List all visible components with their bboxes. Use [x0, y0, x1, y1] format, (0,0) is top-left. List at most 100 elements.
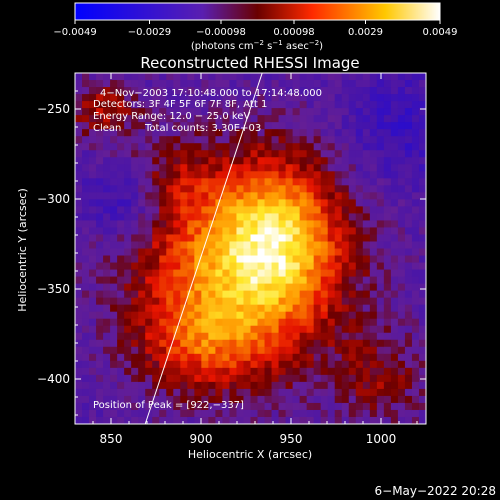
heatmap-cell — [145, 171, 153, 179]
heatmap-cell — [159, 227, 167, 235]
heatmap-cell — [327, 416, 336, 424]
heatmap-cell — [243, 206, 251, 214]
heatmap-cell — [341, 199, 350, 207]
heatmap-cell — [243, 150, 251, 158]
heatmap-cell — [271, 325, 280, 334]
heatmap-cell — [131, 283, 139, 292]
heatmap-cell — [166, 220, 174, 228]
heatmap-cell — [159, 332, 167, 341]
heatmap-cell — [187, 276, 195, 285]
heatmap-cell — [355, 101, 364, 109]
heatmap-cell — [236, 241, 244, 249]
heatmap-cell — [180, 164, 188, 172]
heatmap-cell — [208, 101, 216, 109]
heatmap-cell — [299, 164, 308, 172]
heatmap-cell — [264, 367, 273, 376]
heatmap-cell — [236, 276, 244, 285]
heatmap-cell — [250, 353, 259, 362]
heatmap-cell — [334, 346, 343, 355]
heatmap-cell — [159, 178, 167, 186]
heatmap-cell — [418, 213, 426, 221]
heatmap-cell — [82, 227, 90, 235]
heatmap-cell — [404, 325, 413, 334]
heatmap-cell — [243, 129, 251, 137]
heatmap-cell — [355, 325, 364, 334]
heatmap-cell — [362, 360, 371, 369]
heatmap-cell — [103, 108, 111, 116]
heatmap-cell — [376, 332, 385, 341]
heatmap-cell — [355, 346, 364, 355]
heatmap-cell — [250, 73, 259, 81]
heatmap-cell — [404, 199, 413, 207]
heatmap-cell — [243, 164, 251, 172]
heatmap-cell — [229, 416, 237, 424]
heatmap-cell — [292, 150, 301, 158]
heatmap-cell — [257, 416, 266, 424]
heatmap-cell — [320, 108, 329, 116]
heatmap-cell — [348, 290, 357, 299]
heatmap-cell — [201, 388, 209, 397]
heatmap-cell — [348, 339, 357, 348]
annotation-time-range: 4−Nov−2003 17:10:48.000 to 17:14:48.000 — [100, 88, 322, 99]
heatmap-cell — [89, 87, 97, 95]
heatmap-cell — [369, 290, 378, 299]
heatmap-cell — [250, 346, 259, 355]
heatmap-cell — [334, 416, 343, 424]
heatmap-cell — [369, 150, 378, 158]
heatmap-cell — [271, 108, 280, 116]
heatmap-cell — [292, 339, 301, 348]
heatmap-cell — [124, 227, 132, 235]
heatmap-cell — [397, 80, 406, 88]
heatmap-cell — [313, 311, 322, 320]
heatmap-cell — [355, 416, 364, 424]
heatmap-cell — [250, 115, 259, 123]
heatmap-cell — [194, 213, 202, 221]
heatmap-cell — [117, 318, 125, 327]
heatmap-cell — [110, 339, 118, 348]
heatmap-cell — [348, 325, 357, 334]
heatmap-cell — [117, 234, 125, 242]
heatmap-cell — [208, 206, 216, 214]
heatmap-cell — [124, 115, 132, 123]
heatmap-cell — [236, 374, 244, 383]
heatmap-cell — [229, 87, 237, 95]
heatmap-cell — [96, 290, 104, 299]
heatmap-cell — [369, 388, 378, 397]
heatmap-cell — [327, 318, 336, 327]
heatmap-cell — [264, 143, 273, 151]
heatmap-cell — [313, 87, 322, 95]
heatmap-cell — [418, 136, 426, 144]
heatmap-cell — [243, 248, 251, 257]
heatmap-cell — [306, 94, 315, 102]
heatmap-cell — [334, 241, 343, 249]
heatmap-cell — [299, 129, 308, 137]
heatmap-cell — [103, 283, 111, 292]
heatmap-cell — [124, 374, 132, 383]
heatmap-cell — [229, 220, 237, 228]
heatmap-cell — [362, 248, 371, 257]
heatmap-cell — [145, 311, 153, 320]
heatmap-cell — [236, 381, 244, 390]
heatmap-cell — [222, 346, 230, 355]
heatmap-cell — [327, 353, 336, 362]
heatmap-cell — [383, 150, 392, 158]
heatmap-cell — [222, 395, 230, 404]
heatmap-cell — [187, 206, 195, 214]
heatmap-cell — [271, 73, 280, 81]
heatmap-cell — [250, 171, 259, 179]
heatmap-cell — [194, 248, 202, 257]
heatmap-cell — [110, 297, 118, 306]
heatmap-cell — [257, 241, 266, 249]
heatmap-cell — [292, 374, 301, 383]
heatmap-cell — [96, 234, 104, 242]
heatmap-cell — [390, 402, 399, 411]
heatmap-cell — [82, 178, 90, 186]
heatmap-cell — [201, 150, 209, 158]
heatmap-cell — [355, 234, 364, 242]
heatmap-cell — [243, 311, 251, 320]
heatmap-cell — [397, 283, 406, 292]
heatmap-cell — [194, 402, 202, 411]
heatmap-cell — [257, 192, 266, 200]
heatmap-cell — [355, 262, 364, 271]
heatmap-cell — [271, 276, 280, 285]
